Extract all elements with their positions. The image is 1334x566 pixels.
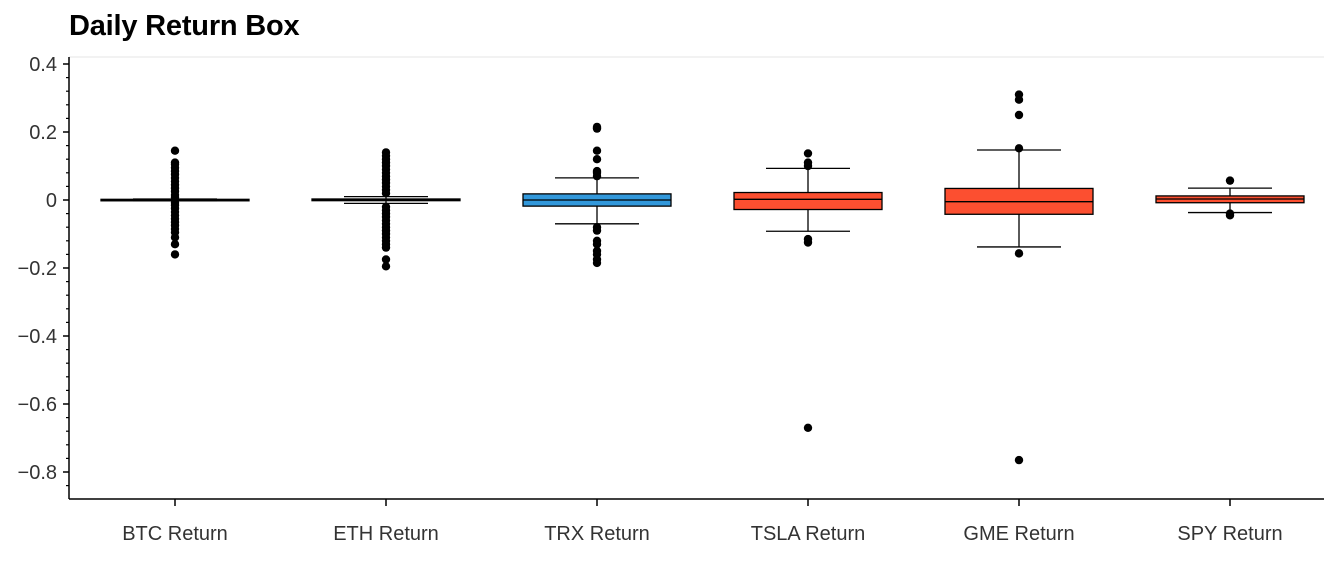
y-tick-label: −0.2 xyxy=(18,258,57,280)
y-tick-label: 0 xyxy=(46,190,57,212)
box-spy-return xyxy=(1155,176,1305,220)
x-tick-label: BTC Return xyxy=(122,523,228,545)
x-tick-label: TSLA Return xyxy=(751,523,866,545)
outlier-point xyxy=(592,223,602,232)
box-gme-return xyxy=(944,90,1094,465)
outlier-point xyxy=(381,255,391,264)
chart-title: Daily Return Box xyxy=(69,10,300,42)
box-eth-return xyxy=(311,148,461,271)
outlier-point xyxy=(1014,90,1024,99)
y-tick-label: 0.4 xyxy=(29,54,57,76)
iqr-box xyxy=(733,191,883,211)
outlier-point xyxy=(592,236,602,245)
outlier-point xyxy=(592,146,602,155)
y-tick-label: −0.4 xyxy=(18,326,57,348)
outlier-point xyxy=(1014,110,1024,120)
outlier-point xyxy=(803,158,813,167)
x-axis-ticks: BTC Return ETH Return TRX Return TSLA Retur… xyxy=(122,499,1283,545)
outlier-point xyxy=(381,148,391,157)
outlier-point xyxy=(170,250,180,259)
outlier-point xyxy=(803,423,813,432)
outlier-point xyxy=(803,234,813,244)
x-tick-label: SPY Return xyxy=(1177,523,1282,545)
y-axis-ticks: 0.4 0.2 0 −0.2 −0.4 −0.6 −0.8 xyxy=(18,54,69,487)
y-tick-label: −0.6 xyxy=(18,394,57,416)
outlier-point xyxy=(592,122,602,132)
outlier-point xyxy=(803,149,813,158)
box-btc-return xyxy=(100,146,250,259)
outlier-point xyxy=(381,262,391,271)
box-tsla-return xyxy=(733,149,883,432)
outlier-point xyxy=(592,166,602,176)
y-tick-label: −0.8 xyxy=(18,462,57,484)
box-series xyxy=(100,90,1305,465)
outlier-point xyxy=(1014,249,1024,258)
outlier-point xyxy=(1225,176,1235,185)
box-trx-return xyxy=(522,122,672,268)
outlier-point xyxy=(381,202,391,211)
x-tick-label: GME Return xyxy=(963,523,1074,545)
x-tick-label: ETH Return xyxy=(333,523,439,545)
outlier-point xyxy=(1014,144,1024,153)
outlier-point xyxy=(170,240,180,249)
outlier-point xyxy=(592,155,602,164)
y-tick-label: 0.2 xyxy=(29,122,57,144)
outlier-point xyxy=(1014,455,1024,465)
outlier-point xyxy=(170,146,180,155)
outlier-point xyxy=(170,158,180,167)
x-tick-label: TRX Return xyxy=(544,523,650,545)
outlier-point xyxy=(1225,209,1235,218)
outlier-point xyxy=(592,246,602,256)
